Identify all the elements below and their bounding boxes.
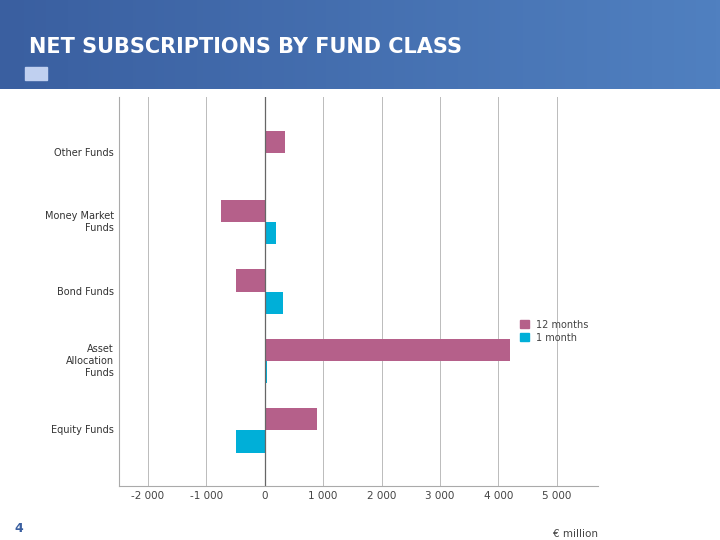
Legend: 12 months, 1 month: 12 months, 1 month [516, 316, 593, 347]
Bar [25, 67, 47, 80]
Bar [265, 222, 276, 245]
Text: NET SUBSCRIPTIONS BY FUND CLASS: NET SUBSCRIPTIONS BY FUND CLASS [29, 37, 462, 57]
Bar [221, 200, 265, 222]
Bar [265, 131, 285, 153]
Text: € million: € million [553, 529, 598, 539]
Bar [265, 153, 266, 175]
Bar [265, 339, 510, 361]
Bar [235, 269, 265, 292]
Bar [265, 408, 318, 430]
Text: 4: 4 [14, 522, 23, 535]
Bar [235, 430, 265, 453]
Bar [265, 361, 266, 383]
Bar [265, 292, 284, 314]
